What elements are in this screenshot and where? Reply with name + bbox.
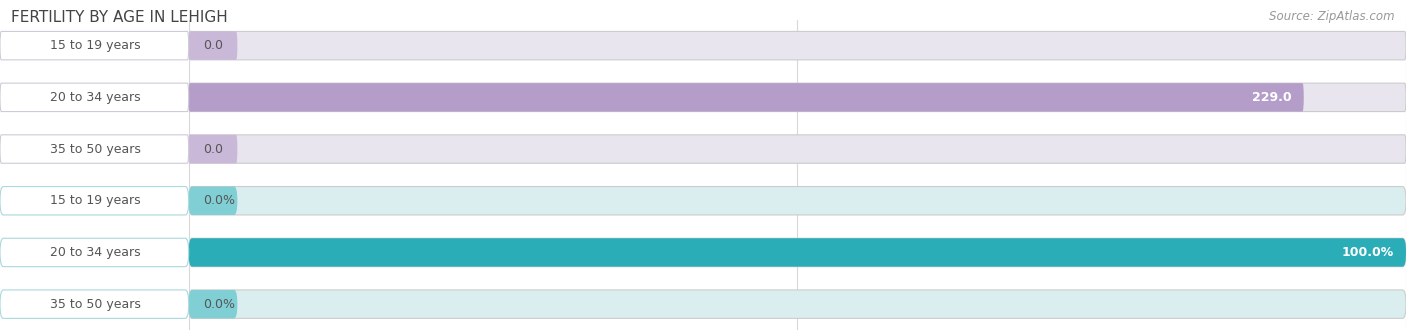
FancyBboxPatch shape — [188, 135, 238, 163]
FancyBboxPatch shape — [188, 31, 1406, 60]
FancyBboxPatch shape — [0, 135, 188, 163]
FancyBboxPatch shape — [188, 83, 1406, 112]
FancyBboxPatch shape — [0, 31, 188, 60]
FancyBboxPatch shape — [0, 238, 188, 267]
FancyBboxPatch shape — [188, 238, 1406, 267]
FancyBboxPatch shape — [188, 135, 1406, 163]
FancyBboxPatch shape — [0, 290, 188, 318]
Text: 0.0%: 0.0% — [204, 194, 235, 207]
Text: Source: ZipAtlas.com: Source: ZipAtlas.com — [1270, 10, 1395, 23]
FancyBboxPatch shape — [188, 83, 1303, 112]
FancyBboxPatch shape — [188, 290, 1406, 318]
Text: 20 to 34 years: 20 to 34 years — [49, 246, 141, 259]
Text: 0.0%: 0.0% — [204, 298, 235, 311]
Text: 0.0: 0.0 — [204, 39, 224, 52]
Text: 15 to 19 years: 15 to 19 years — [49, 39, 141, 52]
FancyBboxPatch shape — [0, 83, 188, 112]
Text: 100.0%: 100.0% — [1341, 246, 1393, 259]
Text: 20 to 34 years: 20 to 34 years — [49, 91, 141, 104]
FancyBboxPatch shape — [188, 31, 238, 60]
Text: 35 to 50 years: 35 to 50 years — [49, 143, 141, 155]
Text: 229.0: 229.0 — [1251, 91, 1292, 104]
Text: 0.0: 0.0 — [204, 143, 224, 155]
FancyBboxPatch shape — [188, 186, 238, 215]
Text: 35 to 50 years: 35 to 50 years — [49, 298, 141, 311]
Text: FERTILITY BY AGE IN LEHIGH: FERTILITY BY AGE IN LEHIGH — [11, 10, 228, 25]
FancyBboxPatch shape — [188, 290, 238, 318]
Text: 15 to 19 years: 15 to 19 years — [49, 194, 141, 207]
FancyBboxPatch shape — [188, 186, 1406, 215]
FancyBboxPatch shape — [188, 238, 1406, 267]
FancyBboxPatch shape — [0, 186, 188, 215]
